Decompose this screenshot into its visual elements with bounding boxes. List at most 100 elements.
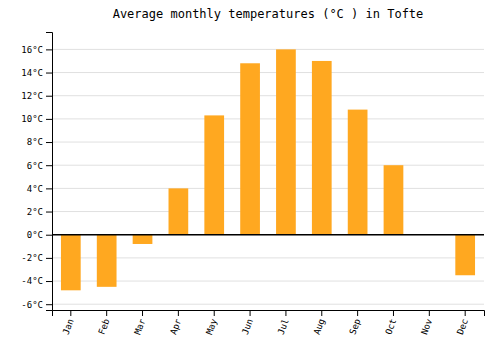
y-tick-label: 10°C: [21, 114, 43, 124]
y-tick: 0°C: [27, 230, 52, 240]
x-tick-mark: [321, 310, 322, 316]
y-tick-mark: [46, 235, 52, 236]
grid-line: [52, 165, 484, 166]
grid-line: [52, 188, 484, 189]
x-tick: Dec: [455, 310, 470, 336]
bar: [169, 188, 189, 234]
x-tick: Sep: [348, 310, 363, 336]
x-tick: Feb: [97, 310, 112, 336]
x-tick-label: Mar: [132, 317, 147, 336]
x-tick-mark: [70, 310, 71, 316]
x-tick-label: Aug: [312, 317, 327, 336]
x-tick-label: Jun: [240, 317, 255, 336]
y-tick-label: -6°C: [21, 300, 43, 310]
grid-line: [52, 142, 484, 143]
y-tick-label: 0°C: [27, 230, 43, 240]
grid: [52, 49, 484, 304]
chart-svg: -6°C -4°C -2°C 0°C 2°C 4°C 6°C 8°C 10°C 12°C 14°C 1…: [0, 0, 500, 350]
x-axis-line: [53, 311, 485, 317]
chart-container: -6°C -4°C -2°C 0°C 2°C 4°C 6°C 8°C 10°C 12°C 14°C 1…: [0, 0, 500, 350]
y-tick-mark: [46, 142, 52, 143]
x-tick-label: May: [204, 317, 219, 336]
grid-line: [52, 281, 484, 282]
bar: [276, 49, 296, 234]
y-tick-mark: [46, 258, 52, 259]
x-tick-mark: [178, 310, 179, 316]
y-tick-label: 8°C: [27, 137, 43, 147]
y-tick-label: 4°C: [27, 184, 43, 194]
y-tick-mark: [46, 96, 52, 97]
y-tick-label: -2°C: [21, 253, 43, 263]
grid-line: [52, 257, 484, 258]
x-tick-mark: [285, 310, 286, 316]
y-tick: 14°C: [21, 68, 52, 78]
x-tick-mark: [250, 310, 251, 316]
x-tick-label: Apr: [168, 317, 183, 336]
x-tick-mark: [214, 310, 215, 316]
y-tick: 12°C: [21, 91, 52, 101]
y-tick-mark: [46, 73, 52, 74]
x-tick: Aug: [312, 310, 327, 336]
bars: [61, 49, 475, 290]
x-tick-mark: [393, 310, 394, 316]
bar: [133, 235, 153, 244]
y-tick-label: -4°C: [21, 276, 43, 286]
grid-line: [52, 118, 484, 119]
x-tick-label: Nov: [419, 317, 434, 336]
y-tick-mark: [46, 119, 52, 120]
y-tick: 8°C: [27, 137, 52, 147]
x-tick-mark: [142, 310, 143, 316]
y-tick-mark: [46, 304, 52, 305]
x-tick: Nov: [419, 310, 434, 336]
x-tick: Apr: [168, 310, 183, 336]
y-tick: 4°C: [27, 184, 52, 194]
bar: [97, 235, 117, 287]
bar: [455, 235, 475, 276]
title: Average monthly temperatures (°C ) in To…: [113, 7, 424, 21]
grid-line: [52, 211, 484, 212]
x-tick-label: Feb: [97, 317, 112, 336]
y-axis: -6°C -4°C -2°C 0°C 2°C 4°C 6°C 8°C 10°C 12°C 14°C 1…: [21, 33, 52, 311]
y-tick-mark: [46, 188, 52, 189]
x-tick-label: Sep: [348, 317, 363, 336]
grid-line: [52, 72, 484, 73]
x-tick-label: Dec: [455, 317, 470, 336]
grid-line: [52, 49, 484, 50]
x-tick-mark: [429, 310, 430, 316]
y-tick: -6°C: [21, 300, 52, 310]
x-tick-label: Oct: [383, 317, 398, 336]
y-tick: 16°C: [21, 45, 52, 55]
grid-line: [52, 304, 484, 305]
bar: [348, 110, 368, 235]
y-tick-label: 2°C: [27, 207, 43, 217]
y-tick-label: 14°C: [21, 68, 43, 78]
bar: [240, 63, 260, 234]
y-tick-mark: [46, 49, 52, 50]
y-tick-label: 6°C: [27, 161, 43, 171]
bar: [61, 235, 81, 291]
y-axis-line: [46, 33, 53, 311]
bar: [312, 61, 332, 235]
y-tick-label: 16°C: [21, 45, 43, 55]
y-tick-mark: [46, 281, 52, 282]
y-tick: 2°C: [27, 207, 52, 217]
grid-line: [52, 234, 484, 235]
y-tick: 10°C: [21, 114, 52, 124]
x-axis: JanFebMarAprMayJunJulAugSepOctNovDec: [53, 310, 485, 336]
x-tick-label: Jan: [61, 317, 76, 336]
x-tick: May: [204, 310, 219, 336]
x-tick: Oct: [383, 310, 398, 336]
zero-line: [52, 234, 484, 236]
x-tick: Jun: [240, 310, 255, 336]
plot-area: -6°C -4°C -2°C 0°C 2°C 4°C 6°C 8°C 10°C 12°C 14°C 1…: [21, 33, 484, 337]
y-tick-mark: [46, 165, 52, 166]
grid-line: [52, 95, 484, 96]
bar: [204, 115, 224, 234]
y-tick: -2°C: [21, 253, 52, 263]
x-tick: Mar: [132, 310, 147, 336]
x-tick-mark: [465, 310, 466, 316]
x-tick-mark: [106, 310, 107, 316]
y-tick-label: 12°C: [21, 91, 43, 101]
y-tick: 6°C: [27, 161, 52, 171]
y-tick-mark: [46, 212, 52, 213]
